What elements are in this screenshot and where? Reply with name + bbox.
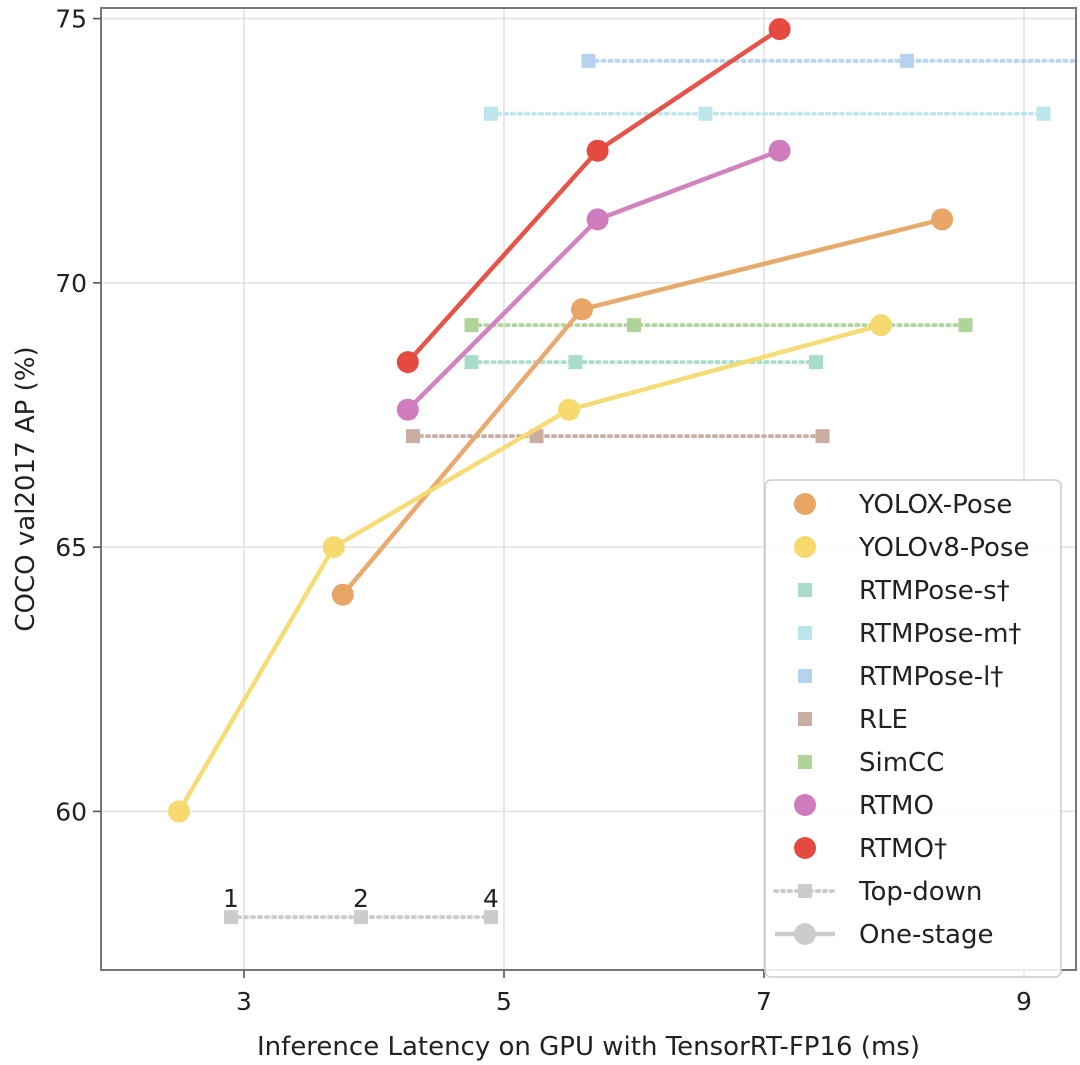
legend-label: RTMPose-m† (859, 619, 1021, 649)
legend-marker (798, 712, 812, 726)
series-simcc (464, 318, 973, 333)
legend-entry-rtmpose-s-dagger: RTMPose-s† (798, 576, 1010, 606)
series-line (406, 27, 781, 364)
data-point (870, 314, 892, 337)
legend-label: RTMO (859, 791, 934, 821)
legend-label: Top-down (858, 877, 982, 907)
series-rtmo (396, 139, 791, 421)
legend-entry-simcc: SimCC (798, 748, 944, 778)
data-point (396, 398, 419, 421)
series-rtmpose-s-dagger (464, 355, 823, 370)
legend-label: One-stage (859, 920, 994, 950)
legend-label: RTMPose-l† (859, 662, 1003, 692)
legend-entry-rtmpose-m-dagger: RTMPose-m† (798, 619, 1021, 649)
series-yolox-pose (331, 208, 954, 606)
legend-entry-rtmo-dagger: RTMO† (794, 834, 947, 864)
series-rtmpose-l-dagger (581, 53, 1076, 68)
series-rtmpose-m-dagger (484, 106, 1051, 121)
legend-marker (798, 669, 812, 683)
legend-marker (798, 583, 812, 597)
legend-marker (794, 493, 816, 515)
data-point (815, 429, 830, 444)
legend-marker (798, 755, 812, 769)
legend-marker (794, 536, 816, 558)
x-tick-label: 7 (756, 987, 772, 1016)
annotation-label: 1 (223, 884, 239, 913)
y-tick-label: 75 (55, 5, 87, 34)
y-tick-label: 70 (55, 269, 87, 298)
plot-frame (100, 7, 1077, 971)
data-point (168, 800, 190, 823)
legend-entry-rtmo: RTMO (794, 791, 934, 821)
data-point (1036, 106, 1051, 121)
legend-entry-yolov8-pose: YOLOv8-Pose (794, 533, 1029, 563)
tick-layer: 3 5 7 9 60 65 70 75 (55, 5, 1032, 1016)
data-point (331, 583, 354, 606)
data-point (396, 351, 419, 374)
data-point (586, 208, 609, 231)
data-point (406, 429, 420, 444)
legend-marker (794, 794, 816, 816)
series-line (406, 148, 781, 412)
annotation-marker (484, 910, 498, 925)
data-point (484, 106, 498, 121)
x-axis-label: Inference Latency on GPU with TensorRT-F… (257, 1032, 920, 1062)
data-point (768, 18, 791, 41)
annotation-layer: 1 2 4 (223, 884, 499, 925)
x-tick-label: 3 (236, 987, 252, 1016)
data-point (558, 398, 580, 421)
series-rtmo-dagger (396, 18, 791, 374)
data-point (322, 536, 345, 559)
legend-label: YOLOX-Pose (858, 490, 1012, 520)
y-tick-label: 60 (55, 797, 87, 826)
data-point (768, 139, 791, 162)
x-tick-label: 9 (1016, 987, 1032, 1016)
annotation-label: 4 (483, 884, 499, 913)
annotation-marker (354, 910, 368, 925)
data-point (931, 208, 954, 231)
data-point (581, 53, 596, 68)
legend-marker (794, 923, 816, 945)
y-axis-label: COCO val2017 AP (%) (11, 346, 41, 631)
legend-label: SimCC (859, 748, 944, 778)
legend-entry-one-stage: One-stage (775, 920, 994, 950)
series-yolov8-pose (168, 314, 892, 823)
legend-label: YOLOv8-Pose (858, 533, 1029, 563)
legend-entry-rle: RLE (798, 705, 908, 735)
series-clip-group (168, 18, 1076, 823)
data-point (698, 106, 713, 121)
legend-entry-top-down: Top-down (773, 877, 982, 907)
annotation-marker (224, 910, 238, 925)
legend-box (764, 479, 1062, 978)
legend-label: RTMO† (859, 834, 947, 864)
grid (101, 8, 1076, 970)
legend-entry-yolox-pose: YOLOX-Pose (794, 490, 1012, 520)
data-point (627, 318, 641, 333)
data-point (958, 318, 973, 333)
legend-label: RLE (859, 705, 908, 735)
x-tick-label: 5 (496, 987, 512, 1016)
data-point (809, 355, 823, 370)
series-line (177, 322, 882, 813)
legend-marker (798, 626, 812, 640)
data-point (586, 139, 609, 162)
legend-entry-rtmpose-l-dagger: RTMPose-l† (798, 662, 1003, 692)
y-tick-label: 65 (55, 533, 87, 562)
legend-marker (798, 884, 812, 898)
legend: YOLOX-Pose YOLOv8-Pose RTMPose-s† RTMPose-m… (764, 479, 1062, 978)
legend-label: RTMPose-s† (859, 576, 1010, 606)
data-point (900, 53, 914, 68)
data-point (464, 355, 479, 370)
legend-marker (794, 837, 816, 859)
series-layer (168, 18, 1076, 823)
data-point (568, 355, 583, 370)
data-point (571, 298, 593, 321)
data-point (464, 318, 479, 333)
annotation-label: 2 (353, 884, 369, 913)
